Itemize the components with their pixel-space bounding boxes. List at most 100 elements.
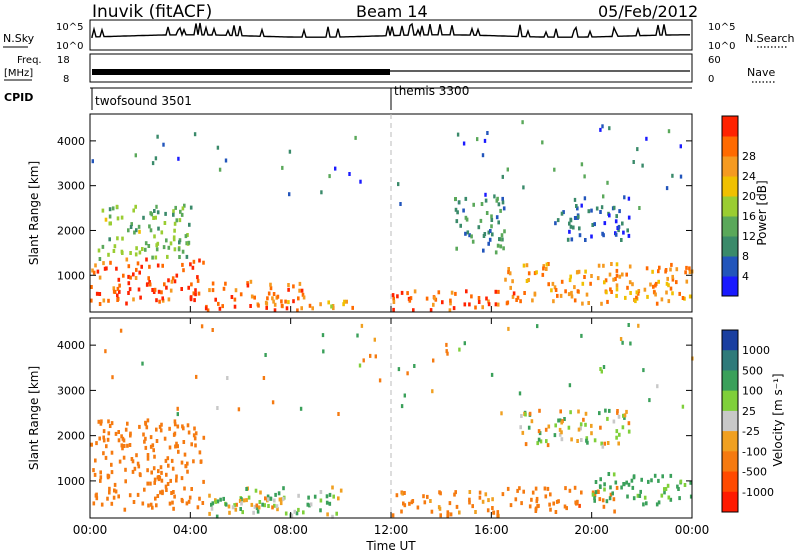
echo-cell [577, 427, 581, 432]
echo-cell [593, 222, 596, 227]
echo-cell [138, 472, 142, 477]
echo-cell [116, 296, 120, 301]
echo-cell [525, 279, 529, 283]
echo-cell [331, 304, 335, 308]
echo-cell [537, 503, 540, 508]
colorbar-tick-label: 500 [742, 364, 763, 377]
echo-cell [298, 281, 302, 286]
freq-tick-bottom: 8 [63, 74, 69, 85]
echo-cell [92, 501, 96, 506]
echo-cell [583, 196, 587, 201]
nave-label: Nave [747, 66, 775, 79]
echo-cell [156, 134, 159, 139]
echo-cell [308, 303, 312, 308]
echo-cell [144, 436, 147, 441]
echo-cell [627, 429, 631, 434]
echo-cell [468, 497, 471, 502]
echo-cell [146, 456, 150, 461]
echo-cell [261, 502, 264, 507]
echo-cell [471, 504, 474, 509]
echo-cell [487, 230, 491, 235]
echo-cell [599, 210, 602, 214]
echo-cell [618, 209, 621, 214]
echo-cell [337, 496, 340, 501]
echo-cell [648, 398, 651, 403]
echo-cell [152, 290, 156, 294]
echo-cell [186, 461, 189, 466]
echo-cell [159, 465, 163, 470]
echo-cell [640, 477, 643, 482]
echo-cell [135, 246, 138, 251]
echo-cell [568, 229, 571, 234]
echo-cell [325, 500, 329, 505]
echo-cell [632, 496, 636, 501]
echo-cell [501, 200, 505, 205]
y-tick-label: 1000 [57, 269, 85, 282]
echo-cell [553, 167, 556, 172]
echo-cell [116, 286, 120, 291]
echo-cell [501, 196, 504, 201]
echo-cell [448, 308, 452, 313]
echo-cell [116, 216, 120, 221]
echo-cell [625, 272, 628, 277]
time-axis-label: Time UT [365, 539, 416, 553]
echo-cell [621, 221, 624, 226]
echo-cell [536, 441, 539, 446]
freq-strip: Freq. [MHz] 18 8 60 0 Nave [4, 53, 775, 85]
echo-cell [241, 510, 244, 515]
echo-cell [684, 270, 687, 275]
echo-cell [127, 281, 131, 286]
echo-cell [679, 479, 683, 484]
echo-cell [138, 250, 142, 255]
echo-cell [468, 490, 472, 494]
echo-cell [501, 237, 504, 242]
echo-cell [254, 488, 258, 493]
echo-cell [628, 264, 632, 269]
echo-cell [247, 495, 251, 500]
colorbar-swatch [722, 156, 738, 177]
echo-cell [553, 433, 557, 438]
echo-cell [660, 297, 664, 302]
echo-cell [245, 487, 248, 491]
echo-cell [569, 224, 573, 229]
echo-cell [450, 290, 454, 295]
echo-cell [653, 290, 656, 295]
x-tick-label: 12:00 [374, 523, 409, 537]
echo-cell [604, 408, 607, 413]
echo-cell [631, 282, 634, 287]
echo-cell [231, 505, 235, 510]
echo-cell [144, 241, 148, 246]
echo-cell [474, 305, 477, 310]
echo-cell [455, 246, 458, 251]
echo-cell [196, 505, 200, 510]
echo-cell [555, 499, 559, 504]
echo-cell [560, 211, 564, 216]
echo-cell [558, 418, 562, 423]
echo-cell [489, 229, 492, 233]
echo-cell [218, 167, 222, 172]
echo-cell [503, 229, 506, 234]
echo-cell [623, 415, 626, 420]
echo-cell [688, 266, 691, 271]
colorbar-tick-label: 28 [742, 150, 756, 163]
echo-cell [590, 423, 593, 428]
echo-cell [533, 292, 537, 297]
echo-cell [116, 293, 119, 298]
echo-cell [280, 299, 283, 304]
echo-cell [490, 224, 493, 229]
echo-cell [137, 287, 141, 292]
echo-cell [594, 480, 598, 484]
echo-cell [600, 369, 603, 374]
echo-cell [535, 270, 538, 275]
echo-cell [627, 323, 630, 327]
echo-cell [544, 494, 548, 499]
echo-cell [102, 451, 105, 456]
echo-cell [160, 230, 164, 235]
echo-cell [211, 501, 215, 506]
echo-cell [161, 263, 164, 268]
echo-cell [154, 215, 157, 220]
echo-cell [559, 293, 563, 298]
cpid-mode-label: themis 3300 [394, 84, 469, 98]
echo-cell [667, 495, 671, 500]
echo-cell [499, 237, 503, 242]
